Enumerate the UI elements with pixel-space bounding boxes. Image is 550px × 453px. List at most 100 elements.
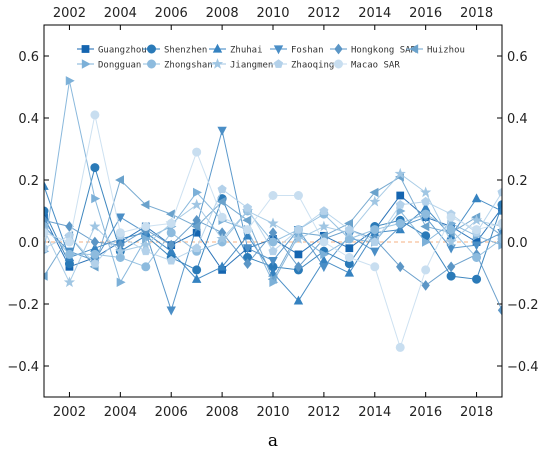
legend-item-zhongshan: Zhongshan	[143, 59, 213, 71]
x-tick-label-bottom: 2006	[155, 405, 188, 420]
data-point-zhaoqing	[370, 237, 380, 246]
data-point-hongkong-sar	[294, 261, 303, 273]
x-tick-label-bottom: 2004	[104, 405, 137, 420]
data-point-dongguan	[116, 277, 126, 287]
y-tick-label-left: 0.6	[18, 50, 39, 65]
legend-label: Huizhou	[427, 46, 465, 56]
x-tick-label-top: 2014	[358, 6, 391, 21]
data-point-jiangmen	[89, 220, 101, 232]
data-point-hongkong-sar	[90, 236, 100, 248]
legend-item-foshan: Foshan	[270, 45, 324, 56]
legend: Guangzhou Shenzhen Zhuhai Foshan Hongkong SA…	[77, 43, 465, 71]
data-point-guangzhou	[294, 250, 303, 259]
data-point-jiangmen	[267, 217, 279, 229]
legend-item-shenzhen: Shenzhen	[143, 44, 207, 56]
data-point-dongguan	[91, 193, 101, 204]
data-point-zhongshan	[268, 237, 278, 247]
legend-marker	[81, 45, 90, 53]
y-tick-label-left: 0.4	[18, 112, 39, 127]
legend-item-jiangmen: Jiangmen	[209, 58, 273, 71]
data-point-zhongshan	[166, 228, 176, 238]
data-point-dongguan	[65, 76, 75, 86]
data-point-macao-sar	[319, 237, 329, 247]
data-point-macao-sar	[395, 342, 405, 352]
x-tick-label-bottom: 2008	[206, 405, 239, 420]
data-point-huizhou	[242, 215, 252, 225]
data-point-zhongshan	[370, 225, 380, 235]
data-point-macao-sar	[44, 228, 49, 238]
legend-marker	[333, 59, 343, 69]
legend-label: Shenzhen	[164, 46, 207, 56]
x-tick-label-top: 2008	[206, 6, 239, 21]
data-point-dongguan	[193, 187, 202, 198]
legend-label: Zhuhai	[230, 46, 263, 56]
data-point-zhuhai	[471, 193, 482, 203]
legend-label: Zhongshan	[164, 61, 213, 71]
legend-item-hongkong-sar: Hongkong SAR	[330, 43, 417, 56]
data-point-zhaoqing	[192, 243, 202, 253]
legend-marker	[273, 59, 284, 68]
data-point-shenzhen	[90, 163, 100, 173]
legend-marker	[211, 58, 224, 69]
legend-marker	[147, 59, 157, 69]
data-point-foshan	[242, 244, 253, 254]
data-point-dongguan	[422, 237, 431, 247]
data-point-zhongshan	[446, 225, 456, 235]
data-point-zhongshan	[421, 209, 431, 219]
plot-area	[44, 25, 502, 397]
legend-marker	[409, 44, 419, 54]
data-point-foshan	[115, 213, 126, 223]
data-point-macao-sar	[141, 222, 151, 232]
data-point-huizhou	[44, 271, 48, 281]
x-tick-label-top: 2006	[155, 6, 188, 21]
data-point-macao-sar	[90, 110, 100, 120]
data-point-zhaoqing	[293, 224, 303, 234]
data-point-dongguan	[269, 277, 279, 287]
data-point-jiangmen	[191, 198, 203, 210]
data-point-macao-sar	[192, 147, 202, 157]
data-point-jiangmen	[318, 220, 330, 232]
data-point-jiangmen	[114, 245, 126, 257]
legend-marker	[273, 45, 284, 55]
data-point-zhuhai	[497, 205, 502, 215]
data-point-zhaoqing	[243, 203, 253, 212]
x-tick-label-top: 2010	[256, 6, 289, 21]
series-layer	[44, 76, 502, 352]
data-point-macao-sar	[472, 225, 482, 235]
x-tick-label-top: 2016	[409, 6, 442, 21]
y-tick-label-right: 0.4	[507, 112, 528, 127]
data-point-jiangmen	[63, 276, 76, 288]
data-point-foshan	[166, 306, 176, 316]
x-tick-label-bottom: 2014	[358, 405, 391, 420]
data-point-guangzhou	[396, 191, 405, 200]
data-point-guangzhou	[345, 244, 354, 253]
data-point-foshan	[319, 263, 329, 273]
data-point-zhuhai	[191, 273, 202, 283]
data-point-zhaoqing	[395, 200, 405, 209]
data-point-foshan	[471, 241, 482, 251]
legend-label: Hongkong SAR	[351, 46, 417, 56]
y-tick-label-right: −0.2	[507, 298, 539, 313]
data-point-dongguan	[396, 206, 406, 216]
y-tick-label-left: −0.4	[7, 360, 39, 375]
data-point-huizhou	[115, 175, 124, 185]
data-point-foshan	[446, 244, 456, 254]
data-point-foshan	[370, 247, 380, 257]
data-point-zhongshan	[64, 249, 74, 259]
legend-label: Jiangmen	[230, 61, 273, 71]
data-point-zhaoqing	[141, 246, 151, 256]
data-point-shenzhen	[472, 274, 482, 284]
data-point-hongkong-sar	[167, 239, 176, 251]
legend-item-zhaoqing: Zhaoqing	[270, 59, 334, 71]
data-point-shenzhen	[192, 265, 202, 275]
data-point-zhuhai	[44, 180, 49, 190]
data-point-zhaoqing	[268, 246, 278, 256]
data-point-huizhou	[140, 200, 150, 210]
data-point-huizhou	[216, 197, 226, 207]
y-tick-label-right: −0.4	[507, 360, 539, 375]
x-tick-label-top: 2012	[307, 6, 340, 21]
x-tick-label-top: 2004	[104, 6, 137, 21]
legend-label: Foshan	[291, 46, 324, 56]
data-point-macao-sar	[166, 218, 176, 228]
